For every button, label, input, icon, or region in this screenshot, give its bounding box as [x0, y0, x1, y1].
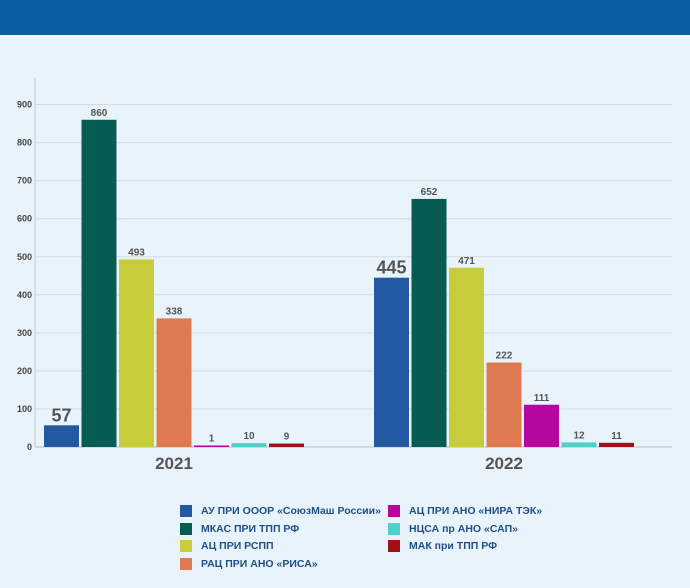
y-tick-label: 700 [17, 176, 32, 186]
bar-chart: 0 100 200 300 400 500 600 700 800 900 57 860 493 338… [17, 78, 672, 473]
legend-label: АЦ ПРИ АНО «НИРА ТЭК» [409, 505, 543, 517]
data-label: 9 [284, 432, 290, 443]
legend-item: АУ ПРИ ОООР «СоюзМаш России» [180, 503, 381, 519]
bar [486, 362, 522, 447]
legend: АУ ПРИ ОООР «СоюзМаш России» МКАС ПРИ ТПП… [180, 503, 600, 575]
bar [561, 442, 597, 447]
data-label: 222 [496, 351, 513, 362]
legend-label: РАЦ ПРИ АНО «РИСА» [201, 557, 318, 570]
y-tick-label: 500 [17, 252, 32, 262]
data-labels: 57 860 493 338 1 10 9 445 652 471 222 111 12 11 [51, 108, 622, 445]
bar [156, 318, 192, 447]
category-label: 2022 [485, 454, 523, 473]
bar [194, 445, 229, 447]
bar [119, 259, 154, 447]
legend-swatch [180, 557, 192, 570]
legend-label: АУ ПРИ ОООР «СоюзМаш России» [201, 505, 381, 517]
data-label: 11 [611, 431, 622, 442]
legend-item: НЦСА пр АНО «САП» [388, 521, 518, 537]
data-label: 493 [128, 247, 145, 258]
data-label: 860 [91, 108, 108, 119]
legend-swatch [388, 505, 400, 517]
y-tick-label: 900 [17, 100, 32, 110]
header-band [0, 0, 690, 35]
data-label: 12 [573, 430, 585, 441]
legend-item: РАЦ ПРИ АНО «РИСА» [180, 556, 318, 572]
bar [81, 119, 117, 448]
data-label: 57 [51, 405, 71, 425]
y-tick-label: 300 [17, 328, 32, 338]
category-label: 2021 [155, 454, 193, 473]
y-tick-label: 0 [27, 442, 32, 452]
y-axis-ticks: 0 100 200 300 400 500 600 700 800 900 [17, 100, 32, 452]
bar [524, 404, 559, 447]
legend-label: НЦСА пр АНО «САП» [409, 522, 518, 535]
bar [231, 443, 267, 447]
legend-item: АЦ ПРИ РСПП [180, 538, 274, 554]
legend-swatch [180, 522, 192, 535]
data-label: 10 [243, 431, 255, 442]
legend-label: МКАС ПРИ ТПП РФ [201, 522, 300, 535]
legend-swatch [180, 505, 192, 517]
bar [269, 443, 304, 447]
legend-label: МАК при ТПП РФ [409, 540, 498, 552]
data-label: 338 [166, 306, 183, 317]
legend-swatch [388, 522, 400, 535]
legend-item: МКАС ПРИ ТПП РФ [180, 521, 299, 537]
data-label: 471 [458, 256, 475, 267]
data-label: 1 [209, 434, 215, 445]
data-label: 445 [376, 258, 406, 278]
y-tick-label: 800 [17, 138, 32, 148]
y-tick-label: 200 [17, 366, 32, 376]
legend-swatch [388, 540, 400, 552]
category-labels: 2021 2022 [155, 454, 523, 473]
bar [374, 277, 409, 447]
y-tick-label: 600 [17, 214, 32, 224]
y-tick-label: 100 [17, 404, 32, 414]
legend-item: АЦ ПРИ АНО «НИРА ТЭК» [388, 503, 542, 519]
bar [44, 425, 79, 447]
data-label: 111 [534, 393, 550, 404]
bars [44, 119, 634, 448]
legend-label: АЦ ПРИ РСПП [201, 540, 274, 552]
legend-item: МАК при ТПП РФ [388, 538, 497, 554]
bar [411, 198, 447, 447]
bar [599, 442, 634, 447]
y-tick-label: 400 [17, 290, 32, 300]
data-label: 652 [421, 187, 438, 198]
bar [449, 267, 484, 447]
legend-swatch [180, 540, 192, 552]
